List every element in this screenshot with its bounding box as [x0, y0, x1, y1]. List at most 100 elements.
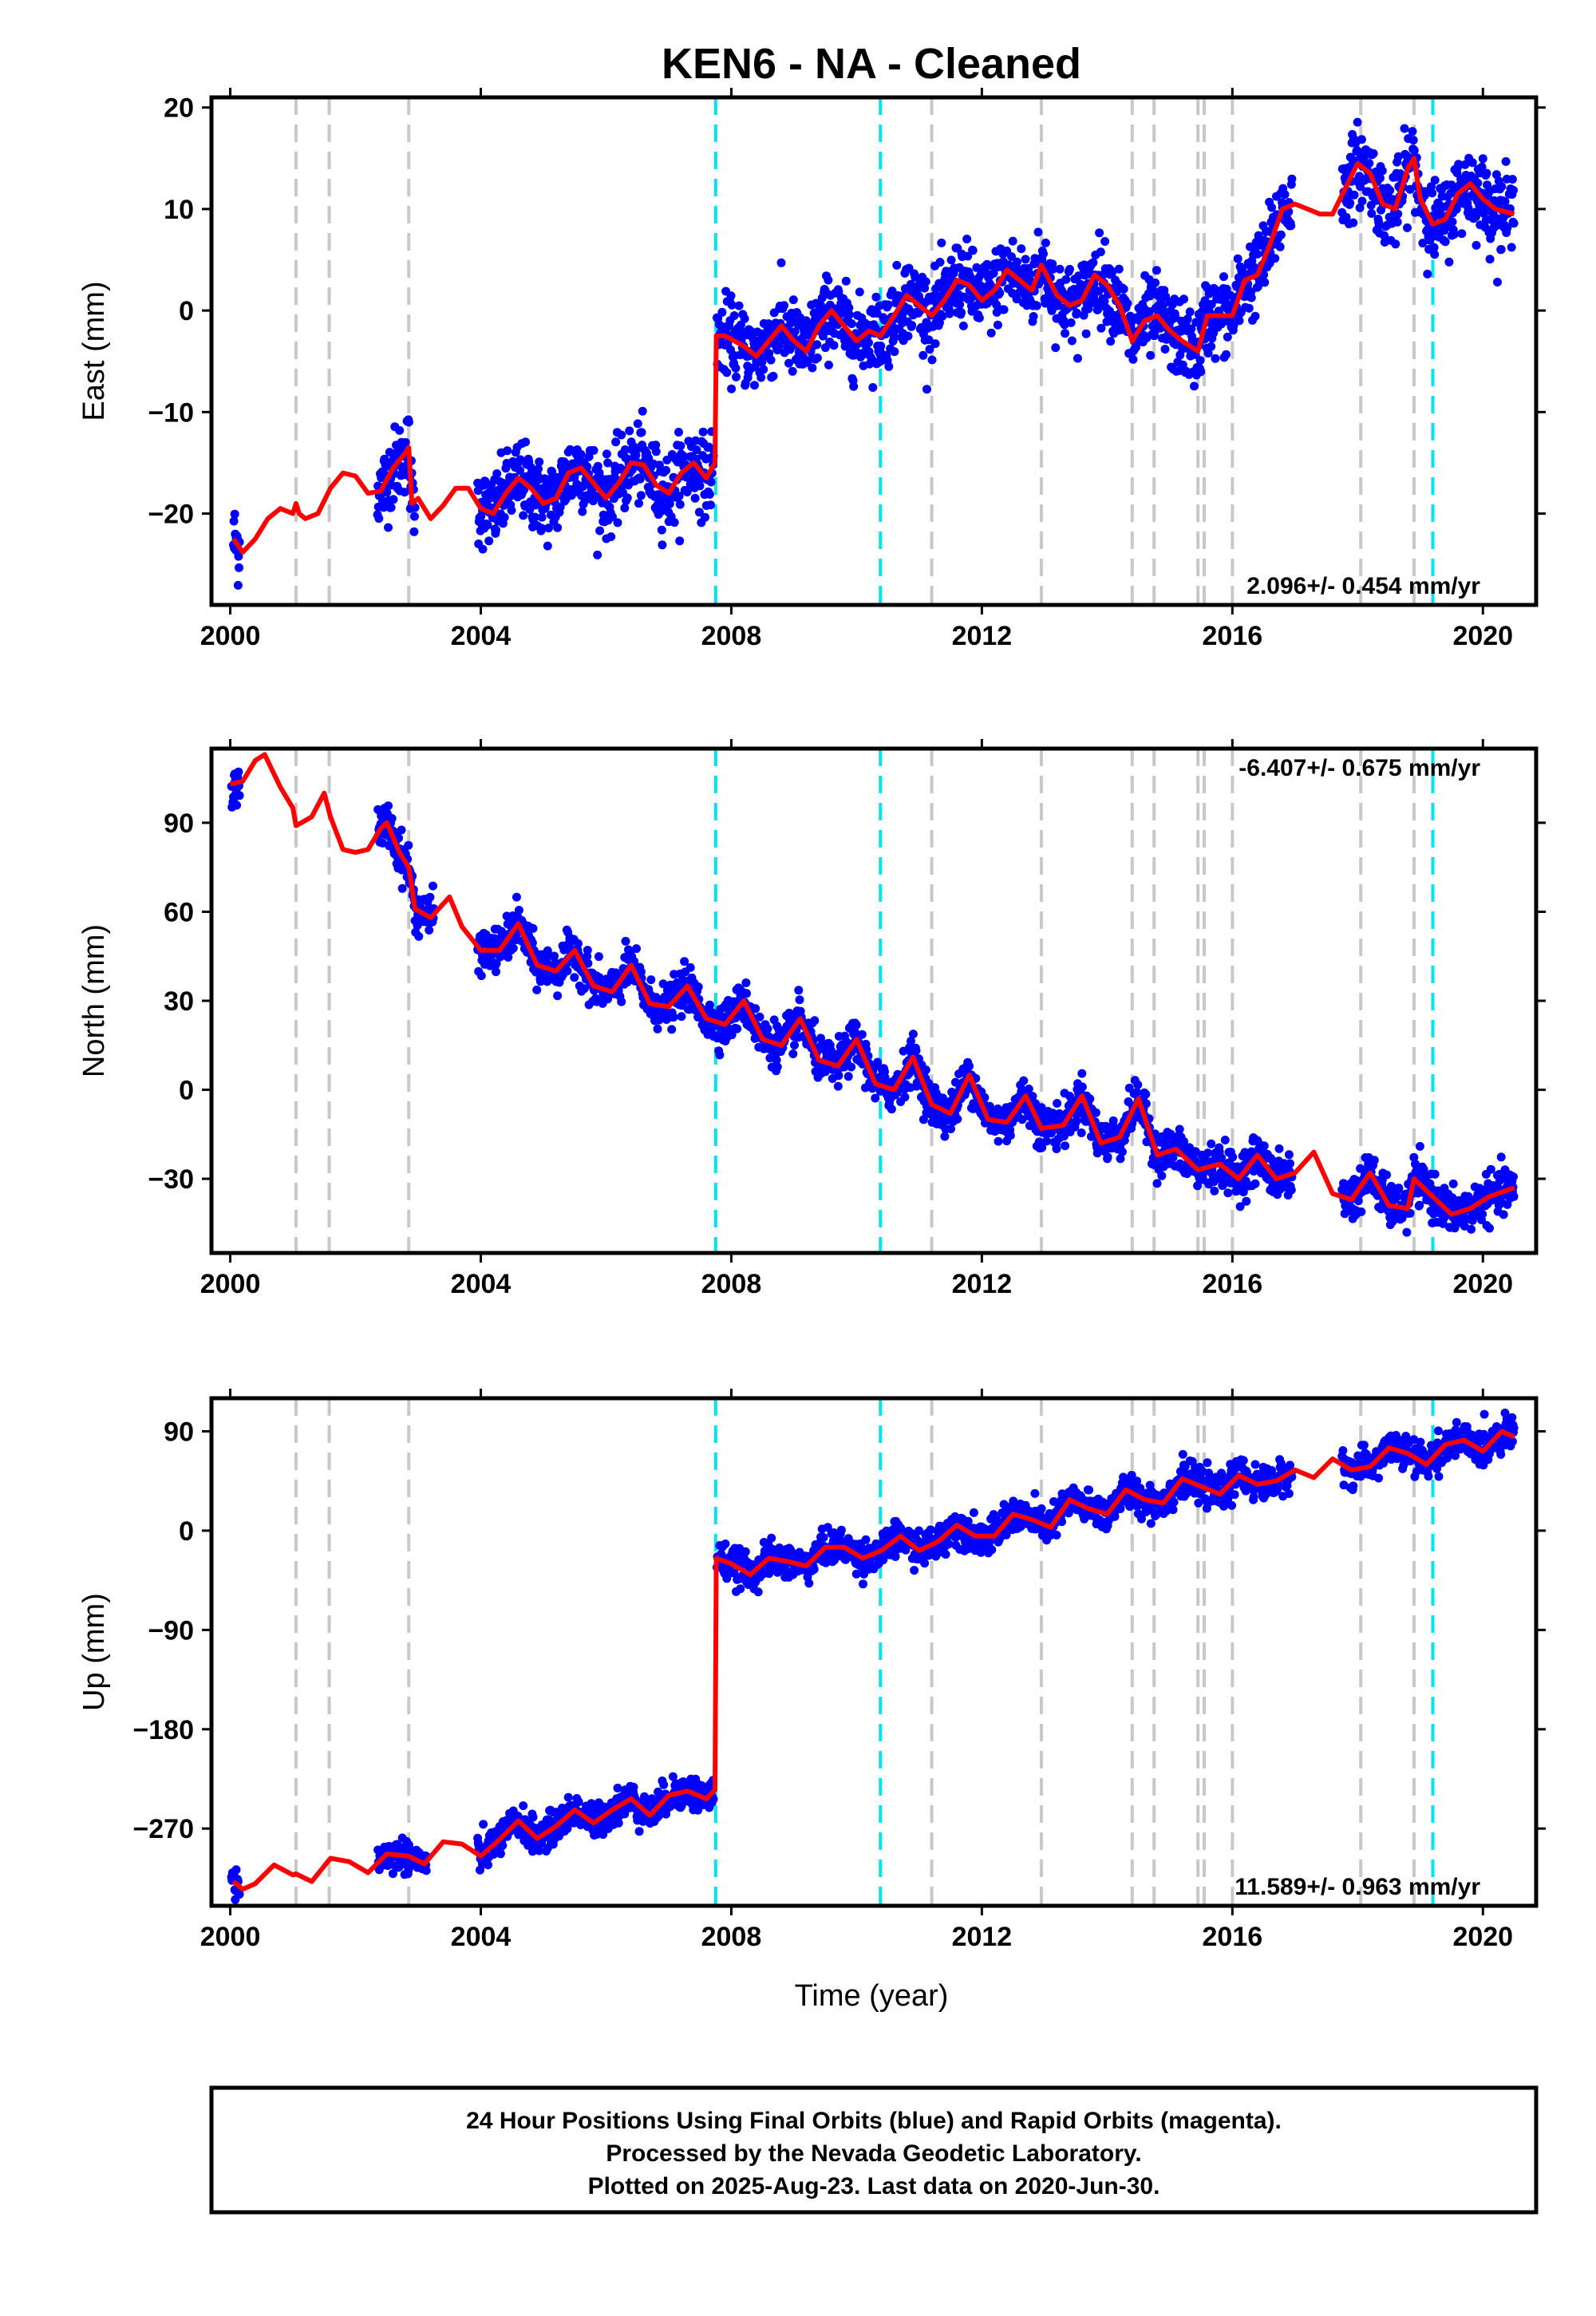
data-point [574, 1797, 583, 1807]
data-point [1393, 152, 1403, 161]
data-point [834, 1071, 843, 1081]
data-point [1284, 1150, 1294, 1160]
data-point [1077, 1128, 1086, 1137]
data-point [1408, 127, 1417, 136]
data-point [995, 288, 1005, 298]
data-point [500, 512, 509, 522]
data-point [1114, 264, 1124, 274]
data-point [1355, 203, 1365, 212]
data-point [855, 287, 864, 297]
data-point [958, 321, 968, 330]
data-point [658, 540, 667, 550]
data-point [918, 1115, 928, 1124]
data-point [1400, 124, 1409, 133]
y-tick-label: 90 [164, 808, 194, 839]
data-point [1509, 1172, 1518, 1182]
data-point [1123, 298, 1132, 308]
data-point [483, 520, 492, 530]
data-point [1191, 318, 1201, 327]
data-point [924, 335, 934, 345]
data-point [1460, 160, 1470, 169]
data-point [907, 1037, 915, 1045]
data-point [1287, 174, 1297, 184]
data-point [1061, 275, 1071, 284]
data-point [685, 962, 695, 972]
data-point [1008, 236, 1017, 246]
data-point [603, 458, 613, 468]
data-point [1467, 1224, 1476, 1234]
data-point [1106, 337, 1116, 346]
data-point [1117, 1147, 1127, 1156]
data-point [1428, 188, 1437, 198]
data-point [851, 1020, 861, 1030]
data-point [484, 536, 494, 546]
data-point [911, 1046, 921, 1055]
data-point [844, 303, 854, 313]
y-tick-label: 0 [179, 296, 194, 326]
x-tick-label: 2000 [200, 621, 261, 651]
data-point [734, 301, 744, 310]
data-point [583, 946, 592, 955]
data-point [706, 500, 715, 510]
y-tick-label: 60 [164, 897, 194, 927]
data-point [892, 260, 902, 270]
data-point [1081, 329, 1091, 338]
rate-label: 2.096+/- 0.454 mm/yr [1246, 573, 1480, 599]
data-point [1357, 1207, 1366, 1216]
data-point [1025, 270, 1035, 279]
data-point [1141, 1099, 1151, 1109]
data-point [937, 238, 946, 247]
x-tick-label: 2008 [701, 1269, 762, 1299]
data-point [1286, 1159, 1294, 1168]
data-point [1493, 278, 1502, 287]
daily-positions [227, 1409, 1519, 1904]
data-point [904, 263, 914, 273]
data-point [1369, 1156, 1379, 1165]
model-fit-line [231, 156, 1515, 555]
data-point [940, 1132, 950, 1141]
data-point [1393, 1192, 1402, 1201]
data-point [766, 355, 776, 365]
data-point [492, 967, 500, 977]
data-point [550, 951, 559, 961]
data-point [1393, 209, 1403, 219]
data-point [429, 881, 437, 891]
data-point [594, 952, 603, 962]
data-point [946, 255, 956, 265]
data-point [795, 995, 804, 1005]
data-point [582, 495, 591, 504]
data-point [574, 939, 583, 948]
data-point [1067, 336, 1077, 346]
data-point [1091, 1108, 1100, 1117]
data-point [908, 1030, 918, 1039]
data-point [1507, 243, 1516, 252]
data-point [1420, 187, 1430, 196]
data-point [1385, 186, 1395, 196]
data-point [677, 1012, 686, 1022]
data-point [1496, 245, 1506, 254]
data-point [1048, 1109, 1057, 1118]
data-point [1223, 1188, 1233, 1198]
data-point [715, 1050, 725, 1060]
data-point [1356, 1164, 1365, 1173]
data-point [1454, 160, 1464, 169]
data-point [425, 926, 434, 935]
data-point [680, 957, 689, 966]
data-point [379, 503, 389, 512]
data-point [507, 506, 516, 515]
data-point [563, 1792, 573, 1802]
data-point [968, 246, 978, 255]
data-point [409, 527, 419, 536]
data-point [1220, 1136, 1230, 1144]
data-point [1077, 1069, 1087, 1078]
data-point [1496, 1152, 1506, 1162]
data-point [911, 272, 920, 282]
data-point [890, 347, 899, 357]
data-point [397, 883, 407, 893]
data-point [1461, 192, 1470, 201]
data-point [701, 512, 709, 522]
data-point [1501, 156, 1511, 166]
data-point [1042, 1136, 1052, 1146]
data-point [750, 381, 759, 390]
data-point [841, 276, 851, 286]
